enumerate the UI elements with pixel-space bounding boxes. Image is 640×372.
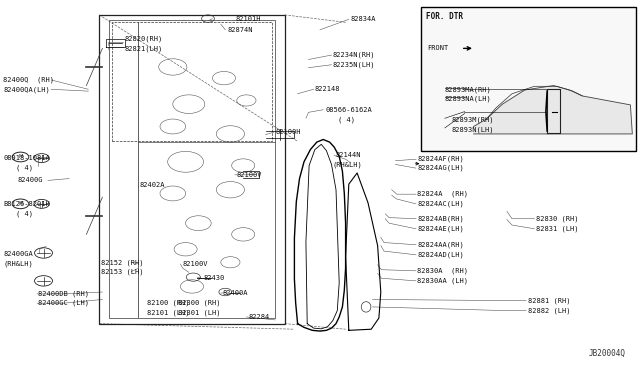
Text: 822148: 822148 <box>315 86 340 92</box>
Text: 82874N: 82874N <box>227 27 253 33</box>
Text: 82821(LH): 82821(LH) <box>125 46 163 52</box>
Text: 82824AF(RH): 82824AF(RH) <box>417 156 464 163</box>
Text: 82301 (LH): 82301 (LH) <box>178 309 220 316</box>
Text: ( 4): ( 4) <box>338 116 355 123</box>
Text: 08918-1081A: 08918-1081A <box>3 155 50 161</box>
Text: 82430: 82430 <box>204 275 225 281</box>
Text: 82402A: 82402A <box>140 182 165 188</box>
Text: 82400G: 82400G <box>18 177 44 183</box>
Text: 82284: 82284 <box>248 314 269 320</box>
Text: 82893N(LH): 82893N(LH) <box>451 126 493 133</box>
Text: 82824AA(RH): 82824AA(RH) <box>417 241 464 248</box>
Text: 82824A  (RH): 82824A (RH) <box>417 191 468 198</box>
Text: 82834A: 82834A <box>351 16 376 22</box>
Text: 82893M(RH): 82893M(RH) <box>451 116 493 123</box>
Text: 82100H: 82100H <box>275 129 301 135</box>
Text: 82400Q  (RH): 82400Q (RH) <box>3 77 54 83</box>
Text: (RH&LH): (RH&LH) <box>333 162 362 169</box>
Text: 82824AB(RH): 82824AB(RH) <box>417 215 464 222</box>
Text: 82824AE(LH): 82824AE(LH) <box>417 225 464 232</box>
Text: 82100V: 82100V <box>237 172 262 178</box>
Text: 82100 (RH): 82100 (RH) <box>147 300 189 307</box>
Text: 82893NA(LH): 82893NA(LH) <box>445 95 492 102</box>
Text: M: M <box>19 201 22 206</box>
Text: 82101H: 82101H <box>236 16 261 22</box>
Text: 82882 (LH): 82882 (LH) <box>528 307 570 314</box>
Text: 82100V: 82100V <box>182 261 208 267</box>
Text: 82824AC(LH): 82824AC(LH) <box>417 201 464 207</box>
Text: FOR. DTR: FOR. DTR <box>426 12 463 21</box>
Text: M: M <box>19 154 22 160</box>
Text: 82400A: 82400A <box>223 290 248 296</box>
Text: 82152 (RH): 82152 (RH) <box>101 259 143 266</box>
Text: 82830AA (LH): 82830AA (LH) <box>417 278 468 284</box>
Polygon shape <box>474 86 632 134</box>
Text: (RH&LH): (RH&LH) <box>3 260 33 267</box>
Text: 82234N(RH): 82234N(RH) <box>333 52 375 58</box>
Text: 82101 (LH): 82101 (LH) <box>147 309 189 316</box>
Text: 82830A  (RH): 82830A (RH) <box>417 267 468 274</box>
Text: 82400DB (RH): 82400DB (RH) <box>38 291 90 297</box>
Text: B8126-8201H: B8126-8201H <box>3 201 50 207</box>
Text: 82144N: 82144N <box>336 153 362 158</box>
Text: 82820(RH): 82820(RH) <box>125 36 163 42</box>
Bar <box>421 7 636 151</box>
Text: 82830 (RH): 82830 (RH) <box>536 215 579 222</box>
Text: 82400QA(LH): 82400QA(LH) <box>3 86 50 93</box>
Text: JB20004Q: JB20004Q <box>589 349 626 358</box>
Text: 08566-6162A: 08566-6162A <box>325 107 372 113</box>
Text: 82824AG(LH): 82824AG(LH) <box>417 165 464 171</box>
Text: 82400GC (LH): 82400GC (LH) <box>38 300 90 307</box>
Text: 82400GA: 82400GA <box>3 251 33 257</box>
Text: 82893MA(RH): 82893MA(RH) <box>445 86 492 93</box>
Text: 82235N(LH): 82235N(LH) <box>333 61 375 68</box>
Text: FRONT: FRONT <box>428 45 449 51</box>
Text: ( 4): ( 4) <box>16 211 33 217</box>
Text: 82153 (LH): 82153 (LH) <box>101 268 143 275</box>
Text: 82824AD(LH): 82824AD(LH) <box>417 251 464 258</box>
Text: 82300 (RH): 82300 (RH) <box>178 300 220 307</box>
Text: 82881 (RH): 82881 (RH) <box>528 297 570 304</box>
Text: 82831 (LH): 82831 (LH) <box>536 225 579 232</box>
Text: ( 4): ( 4) <box>16 165 33 171</box>
